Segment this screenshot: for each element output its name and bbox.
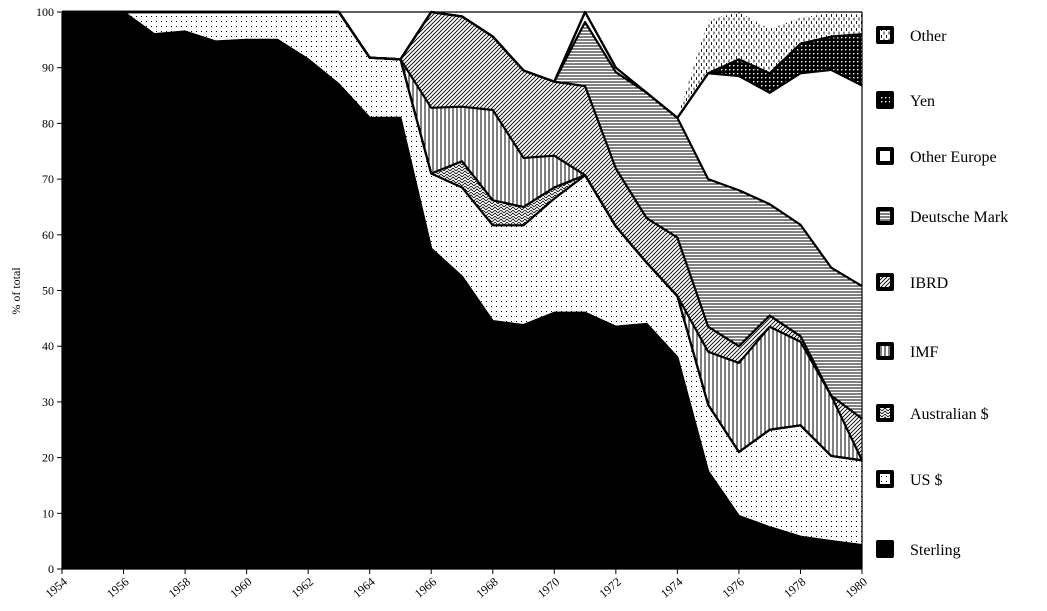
- area-layers: [62, 12, 862, 569]
- x-tick-label: 1970: [535, 575, 562, 601]
- legend-item-sterling: Sterling: [876, 540, 961, 559]
- x-tick-label: 1978: [781, 575, 808, 601]
- x-tick-label: 1980: [843, 575, 870, 601]
- area-ibrd: [62, 12, 862, 461]
- legend-swatch-frame: [876, 540, 894, 558]
- y-tick-label: 20: [42, 451, 54, 465]
- legend-label: IMF: [910, 344, 939, 361]
- legend-label: Yen: [910, 93, 935, 110]
- legend-swatch-australian: [880, 408, 890, 418]
- legend-swatch-other-europe: [880, 151, 890, 161]
- legend-swatch-yen: [880, 95, 890, 105]
- legend-swatch-other: [880, 30, 890, 40]
- legend-swatch-us: [880, 474, 890, 484]
- area-us: [62, 12, 862, 546]
- y-tick-label: 100: [36, 5, 54, 19]
- x-tick-label: 1972: [596, 575, 623, 601]
- x-tick-label: 1976: [719, 575, 746, 601]
- legend-label: US $: [910, 472, 942, 489]
- x-tick-label: 1964: [350, 575, 377, 601]
- y-tick-label: 0: [48, 562, 54, 576]
- area-deutsche-mark: [62, 12, 862, 419]
- legend-label: Deutsche Mark: [910, 209, 1008, 226]
- x-tick-label: 1960: [227, 575, 254, 601]
- area-other: [62, 12, 862, 118]
- y-tick-label: 80: [42, 116, 54, 130]
- y-tick-label: 50: [42, 284, 54, 298]
- x-tick-label: 1974: [658, 575, 685, 601]
- area-sterling: [62, 12, 862, 569]
- y-tick-label: 70: [42, 172, 54, 186]
- legend-label: Other: [910, 28, 947, 45]
- y-tick-label: 10: [42, 506, 54, 520]
- legend-item-other: Other: [876, 26, 947, 45]
- legend-item-us: US $: [876, 470, 942, 489]
- legend-item-yen: Yen: [876, 91, 935, 110]
- legend-label: Other Europe: [910, 149, 997, 166]
- y-tick-label: 30: [42, 395, 54, 409]
- legend-item-other-europe: Other Europe: [876, 147, 997, 166]
- area-other-europe: [62, 12, 862, 287]
- legend-label: Australian $: [910, 406, 989, 423]
- area-imf: [62, 12, 862, 461]
- legend-item-ibrd: IBRD: [876, 273, 948, 292]
- y-axis-title: % of total: [9, 267, 23, 315]
- legend-item-deutsche-mark: Deutsche Mark: [876, 207, 1008, 226]
- x-tick-label: 1962: [289, 575, 316, 601]
- x-tick-label: 1958: [166, 575, 193, 601]
- x-tick-label: 1954: [43, 575, 70, 601]
- y-tick-label: 60: [42, 228, 54, 242]
- y-tick-label: 40: [42, 339, 54, 353]
- legend-item-australian: Australian $: [876, 404, 989, 423]
- legend: Other Yen Other Europe Deutsche Mark IBRD IMF…: [876, 26, 1008, 559]
- legend-swatch-imf: [880, 346, 890, 356]
- legend-label: Sterling: [910, 542, 961, 559]
- y-tick-label: 90: [42, 61, 54, 75]
- x-axis-ticks: 1954 1956 1958 1960 1962 1964 1966 1968 1970 1972…: [43, 569, 870, 601]
- y-axis-ticks: 0 10 20 30 40 50 60 70 80 90 100: [36, 5, 62, 576]
- legend-label: IBRD: [910, 275, 948, 292]
- legend-swatch-ibrd: [880, 277, 890, 287]
- boundary-sterling: [62, 10, 863, 547]
- x-tick-label: 1966: [412, 575, 439, 601]
- legend-item-imf: IMF: [876, 342, 939, 361]
- x-tick-label: 1956: [104, 575, 131, 601]
- x-tick-label: 1968: [473, 575, 500, 601]
- legend-swatch-deutsche-mark: [880, 211, 890, 221]
